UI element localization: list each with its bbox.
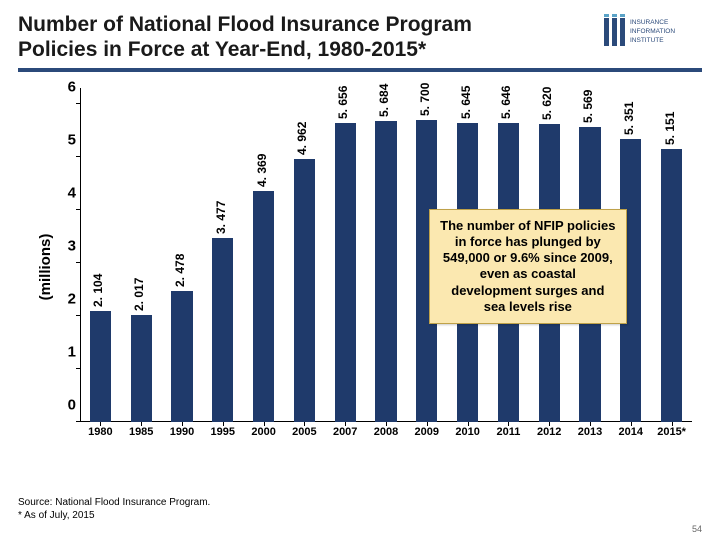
- x-tick-label: 2013: [578, 426, 602, 438]
- y-ticks: 0123456: [52, 88, 80, 422]
- x-tick-label: 2010: [455, 426, 479, 438]
- bar-value-label: 5. 646: [499, 86, 513, 119]
- bar-value-label: 5. 645: [459, 86, 473, 119]
- bar-value-label: 4. 962: [295, 122, 309, 155]
- y-tick-label: 1: [68, 344, 76, 361]
- bar-value-label: 5. 700: [418, 83, 432, 116]
- x-tick-label: 2015*: [657, 426, 686, 438]
- bar: [171, 291, 192, 422]
- bar: [661, 149, 682, 422]
- x-tick-label: 1990: [170, 426, 194, 438]
- bar-value-label: 5. 569: [581, 90, 595, 123]
- bar-value-label: 3. 477: [214, 201, 228, 234]
- title-row: Number of National Flood Insurance Progr…: [18, 12, 702, 62]
- logo-text-1: INSURANCE: [630, 19, 669, 26]
- bar-value-label: 5. 151: [663, 112, 677, 145]
- x-tick-label: 2009: [415, 426, 439, 438]
- x-ticks: 1980 1985 1990 1995 2000 2005 2007 2008 2009 2010…: [80, 426, 692, 444]
- bar-value-label: 5. 351: [622, 101, 636, 134]
- x-tick-label: 2007: [333, 426, 357, 438]
- bar: [335, 123, 356, 423]
- bar-value-label: 2. 104: [91, 273, 105, 306]
- bar: [131, 315, 152, 422]
- slide: Number of National Flood Insurance Progr…: [0, 0, 720, 540]
- x-tick-label: 1995: [211, 426, 235, 438]
- title-line-1: Number of National Flood Insurance Progr…: [18, 13, 472, 36]
- y-tick-label: 2: [68, 291, 76, 308]
- bar: [294, 159, 315, 422]
- bar-value-label: 5. 684: [377, 84, 391, 117]
- chart-area: (millions) 0123456 198019851990199520002…: [18, 82, 702, 452]
- bar-value-label: 5. 656: [336, 85, 350, 118]
- title-underline: [18, 68, 702, 72]
- x-tick-label: 1980: [88, 426, 112, 438]
- bar-value-label: 2. 478: [173, 254, 187, 287]
- y-tick-label: 0: [68, 397, 76, 414]
- bar: [375, 121, 396, 422]
- logo-text-2: INFORMATION: [630, 28, 675, 35]
- x-tick-label: 1985: [129, 426, 153, 438]
- callout-box: The number of NFIP policies in force has…: [429, 209, 627, 325]
- x-tick-label: 2000: [251, 426, 275, 438]
- footer-asof: * As of July, 2015: [18, 509, 702, 522]
- iii-logo: INSURANCE INFORMATION INSTITUTE: [602, 12, 702, 57]
- bar-value-label: 4. 369: [255, 153, 269, 186]
- y-tick-label: 6: [68, 79, 76, 96]
- y-tick-label: 4: [68, 185, 76, 202]
- x-tick-label: 2011: [496, 426, 520, 438]
- bar: [253, 191, 274, 423]
- bar-value-label: 2. 017: [132, 278, 146, 311]
- bar: [212, 238, 233, 422]
- x-tick-label: 2014: [619, 426, 643, 438]
- page-number: 54: [692, 524, 702, 534]
- plot-region: 2. 104 2. 017 2. 478 3. 477 4. 369 4. 962 5. 6…: [80, 88, 692, 422]
- x-tick-label: 2008: [374, 426, 398, 438]
- bar-value-label: 5. 620: [540, 87, 554, 120]
- y-tick-label: 3: [68, 238, 76, 255]
- title-line-2: Policies in Force at Year-End, 1980-2015…: [18, 38, 426, 61]
- y-tick-label: 5: [68, 132, 76, 149]
- footer-source: Source: National Flood Insurance Program…: [18, 496, 702, 509]
- callout-text: The number of NFIP policies in force has…: [440, 218, 615, 314]
- x-tick-label: 2005: [292, 426, 316, 438]
- logo-text-3: INSTITUTE: [630, 37, 664, 44]
- footer: Source: National Flood Insurance Program…: [18, 496, 702, 522]
- bar: [90, 311, 111, 423]
- slide-title: Number of National Flood Insurance Progr…: [18, 12, 594, 62]
- x-tick-label: 2012: [537, 426, 561, 438]
